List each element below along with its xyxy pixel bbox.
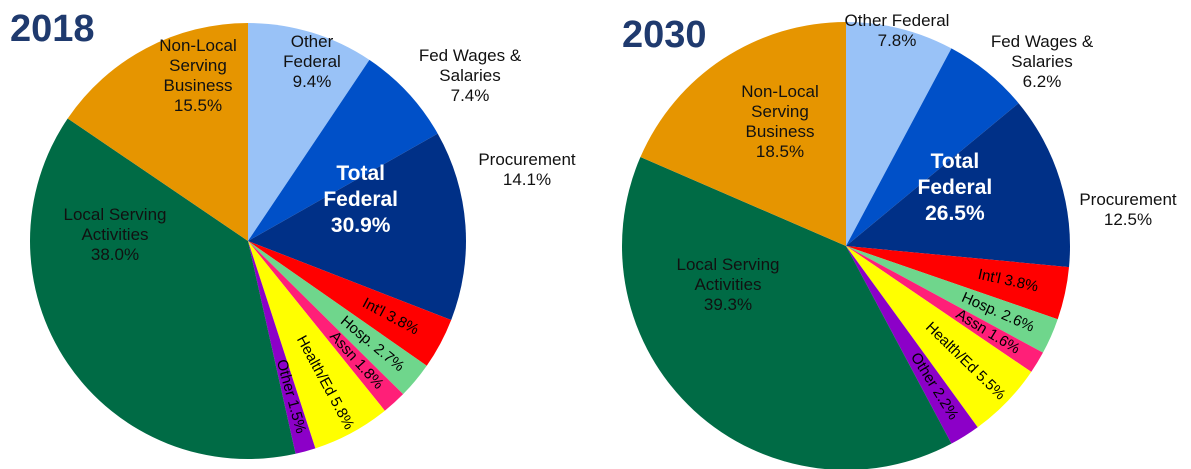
category-label: Fed Wages & Salaries (418, 46, 522, 85)
category-label: Local Serving Activities (63, 205, 167, 244)
pie-slice (30, 118, 296, 459)
total-name: Total Federal (917, 150, 993, 200)
pie-slice (846, 246, 1070, 320)
pie-slice (248, 241, 427, 395)
pie-slice (248, 133, 466, 320)
pie-slice (846, 22, 952, 246)
category-label: Procurement (478, 150, 576, 169)
slice-label: Fed Wages & Salaries 6.2% (982, 32, 1102, 92)
category-label: Other Federal (844, 11, 950, 30)
pie-slice (846, 48, 1019, 247)
slice-label: Local Serving Activities 38.0% (35, 205, 195, 265)
pie-slice (248, 241, 404, 411)
pie-slice (846, 246, 978, 444)
pie-slice (622, 157, 952, 469)
value-label: 18.5% (755, 142, 805, 161)
value-label: 9.4% (292, 72, 332, 91)
category-label: Local Serving Activities (676, 255, 780, 294)
category-label: Other Federal (283, 32, 341, 71)
slice-label: Procurement 14.1% (462, 150, 592, 190)
pie-slice (248, 59, 438, 241)
total-label: Total Federal 26.5% (900, 149, 1010, 227)
category-label: Procurement (1079, 190, 1177, 209)
chart-title: 2030 (622, 14, 707, 56)
pie-slice (248, 23, 370, 241)
pie-slice (846, 103, 1070, 268)
pie-slice (846, 246, 1043, 372)
slice-label: Other Federal 9.4% (277, 32, 347, 92)
category-label: Non-Local Serving Business (741, 82, 819, 141)
slice-label: Procurement 12.5% (1063, 190, 1191, 230)
total-label: Total Federal 30.9% (306, 161, 416, 239)
value-label: 14.1% (502, 170, 552, 189)
total-value: 26.5% (925, 202, 985, 226)
chart-title: 2018 (10, 8, 95, 50)
pie-slice (640, 22, 846, 246)
pie-slice (846, 246, 1058, 353)
slice-label: Other Federal 7.8% (827, 11, 967, 51)
value-label: 38.0% (90, 245, 140, 264)
pie-slice (248, 241, 452, 366)
category-label: Non-Local Serving Business (159, 36, 237, 95)
value-label: 7.8% (877, 31, 917, 50)
total-value: 30.9% (330, 214, 391, 238)
pie-slice (67, 23, 248, 241)
category-label: Int'l (976, 266, 1002, 287)
value-label: 3.8% (1003, 272, 1040, 296)
category-label: Fed Wages & Salaries (990, 32, 1094, 71)
pie-slice (248, 241, 316, 454)
value-label: 15.5% (173, 96, 223, 115)
slice-label: Non-Local Serving Business 18.5% (730, 82, 830, 162)
value-label: 7.4% (450, 86, 490, 105)
slice-label: Local Serving Activities 39.3% (648, 255, 808, 315)
total-name: Total Federal (323, 162, 399, 212)
slice-label: Fed Wages & Salaries 7.4% (410, 46, 530, 106)
value-label: 39.3% (703, 295, 753, 314)
slice-label: Int'l 3.8% (976, 266, 1039, 296)
pie-slice (248, 241, 385, 449)
value-label: 12.5% (1103, 210, 1153, 229)
value-label: 6.2% (1022, 72, 1062, 91)
slice-label: Non-Local Serving Business 15.5% (148, 36, 248, 116)
pie-slice (846, 246, 1032, 428)
